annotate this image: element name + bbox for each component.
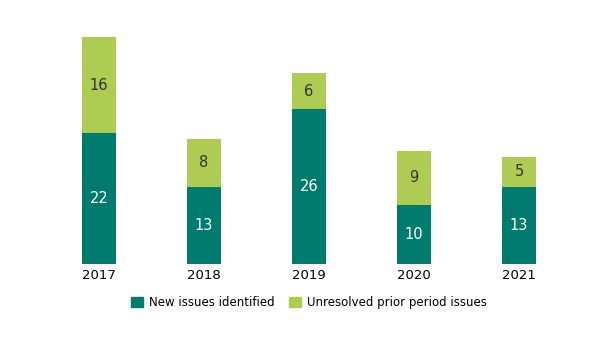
- Text: 9: 9: [409, 170, 419, 185]
- Bar: [502, 157, 536, 187]
- Text: 22: 22: [89, 191, 109, 206]
- Text: 5: 5: [514, 164, 524, 179]
- Bar: [82, 133, 116, 264]
- Text: 13: 13: [195, 218, 213, 233]
- Text: 16: 16: [90, 78, 108, 93]
- Text: 13: 13: [510, 218, 528, 233]
- Text: 6: 6: [304, 84, 314, 99]
- Bar: [187, 139, 221, 187]
- Text: 26: 26: [299, 179, 319, 194]
- Text: 10: 10: [404, 227, 424, 242]
- Bar: [82, 37, 116, 133]
- Bar: [397, 205, 431, 264]
- Legend: New issues identified, Unresolved prior period issues: New issues identified, Unresolved prior …: [127, 291, 491, 314]
- Bar: [187, 187, 221, 264]
- Bar: [292, 109, 326, 264]
- Text: 8: 8: [199, 155, 209, 171]
- Bar: [397, 151, 431, 205]
- Bar: [502, 187, 536, 264]
- Bar: [292, 73, 326, 109]
